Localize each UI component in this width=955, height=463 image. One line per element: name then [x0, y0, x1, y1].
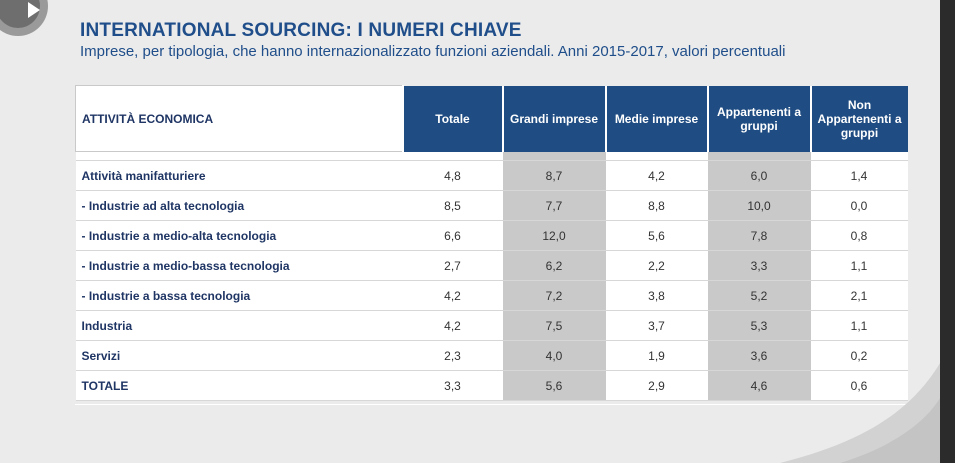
- row-label: Attività manifatturiere: [75, 160, 403, 191]
- row-label: Servizi: [75, 340, 403, 371]
- cell-appartenenti-gruppi: 3,6: [707, 340, 811, 371]
- cell-medie-imprese: 2,9: [605, 370, 708, 401]
- header-medie-imprese: Medie imprese: [604, 85, 708, 152]
- row-label: - Industrie ad alta tecnologia: [75, 190, 403, 221]
- cell-totale: 4,2: [402, 280, 503, 311]
- cell-medie-imprese: 2,2: [605, 250, 708, 281]
- cell-appartenenti-gruppi: 7,8: [707, 220, 811, 251]
- cell-totale: 4,2: [402, 310, 503, 341]
- decorative-swoosh: [780, 363, 940, 463]
- row-label: - Industrie a medio-alta tecnologia: [75, 220, 403, 251]
- cell-totale: 3,3: [402, 370, 503, 401]
- cell-appartenenti-gruppi: 5,2: [707, 280, 811, 311]
- row-label: - Industrie a medio-bassa tecnologia: [75, 250, 403, 281]
- cell-medie-imprese: 1,9: [605, 340, 708, 371]
- cell-medie-imprese: 4,2: [605, 160, 708, 191]
- cell-grandi-imprese: 8,7: [502, 160, 606, 191]
- cell-grandi-imprese: 7,7: [502, 190, 606, 221]
- cell-appartenenti-gruppi: 3,3: [707, 250, 811, 281]
- cell-medie-imprese: 5,6: [605, 220, 708, 251]
- cell-appartenenti-gruppi: 4,6: [707, 370, 811, 401]
- header-appartenenti-gruppi: Appartenenti a gruppi: [706, 85, 811, 152]
- cell-totale: 4,8: [402, 160, 503, 191]
- cell-non-appartenenti-gruppi: 0,6: [810, 370, 908, 401]
- cell-non-appartenenti-gruppi: 0,8: [810, 220, 908, 251]
- cell-non-appartenenti-gruppi: 1,4: [810, 160, 908, 191]
- cell-grandi-imprese: 5,6: [502, 370, 606, 401]
- cell-grandi-imprese: 7,2: [502, 280, 606, 311]
- cell-non-appartenenti-gruppi: 1,1: [810, 250, 908, 281]
- cell-totale: 2,7: [402, 250, 503, 281]
- cell-medie-imprese: 3,8: [605, 280, 708, 311]
- table-row: Industria 4,2 7,5 3,7 5,3 1,1: [75, 310, 908, 341]
- cell-appartenenti-gruppi: 6,0: [707, 160, 811, 191]
- table-row: - Industrie a medio-bassa tecnologia 2,7 6…: [75, 250, 908, 281]
- table-row: Attività manifatturiere 4,8 8,7 4,2 6,0 1,4: [75, 160, 908, 191]
- header-grandi-imprese: Grandi imprese: [501, 85, 606, 152]
- table-row: Servizi 2,3 4,0 1,9 3,6 0,2: [75, 340, 908, 371]
- cell-non-appartenenti-gruppi: 1,1: [810, 310, 908, 341]
- cell-grandi-imprese: 7,5: [502, 310, 606, 341]
- header-attivita: ATTIVITÀ ECONOMICA: [75, 85, 403, 152]
- corner-logo-icon: [0, 0, 48, 36]
- cell-totale: 2,3: [402, 340, 503, 371]
- cell-non-appartenenti-gruppi: 2,1: [810, 280, 908, 311]
- header-totale: Totale: [401, 85, 503, 152]
- cell-totale: 6,6: [402, 220, 503, 251]
- cell-grandi-imprese: 4,0: [502, 340, 606, 371]
- window-edge: [940, 0, 955, 463]
- table-row: - Industrie a bassa tecnologia 4,2 7,2 3,8 5…: [75, 280, 908, 311]
- header-spacer: [75, 151, 908, 161]
- cell-non-appartenenti-gruppi: 0,0: [810, 190, 908, 221]
- cell-medie-imprese: 8,8: [605, 190, 708, 221]
- table-row: - Industrie a medio-alta tecnologia 6,6 12…: [75, 220, 908, 251]
- cell-totale: 8,5: [402, 190, 503, 221]
- cell-grandi-imprese: 12,0: [502, 220, 606, 251]
- page-subtitle: Imprese, per tipologia, che hanno intern…: [80, 43, 786, 60]
- cell-grandi-imprese: 6,2: [502, 250, 606, 281]
- data-table-container: ATTIVITÀ ECONOMICA Totale Grandi imprese…: [75, 85, 908, 401]
- cell-medie-imprese: 3,7: [605, 310, 708, 341]
- row-label: TOTALE: [75, 370, 403, 401]
- cell-appartenenti-gruppi: 10,0: [707, 190, 811, 221]
- page-title: INTERNATIONAL SOURCING: I NUMERI CHIAVE: [80, 20, 522, 41]
- data-table: ATTIVITÀ ECONOMICA Totale Grandi imprese…: [75, 85, 908, 401]
- table-header-row: ATTIVITÀ ECONOMICA Totale Grandi imprese…: [75, 85, 908, 152]
- cell-appartenenti-gruppi: 5,3: [707, 310, 811, 341]
- table-bottom-divider: [75, 404, 907, 405]
- cell-non-appartenenti-gruppi: 0,2: [810, 340, 908, 371]
- row-label: Industria: [75, 310, 403, 341]
- table-row: - Industrie ad alta tecnologia 8,5 7,7 8,8 1…: [75, 190, 908, 221]
- table-row: TOTALE 3,3 5,6 2,9 4,6 0,6: [75, 370, 908, 401]
- row-label: - Industrie a bassa tecnologia: [75, 280, 403, 311]
- table-body: Attività manifatturiere 4,8 8,7 4,2 6,0 1,4- …: [75, 151, 908, 401]
- header-non-appartenenti-gruppi: Non Appartenenti a gruppi: [809, 85, 908, 152]
